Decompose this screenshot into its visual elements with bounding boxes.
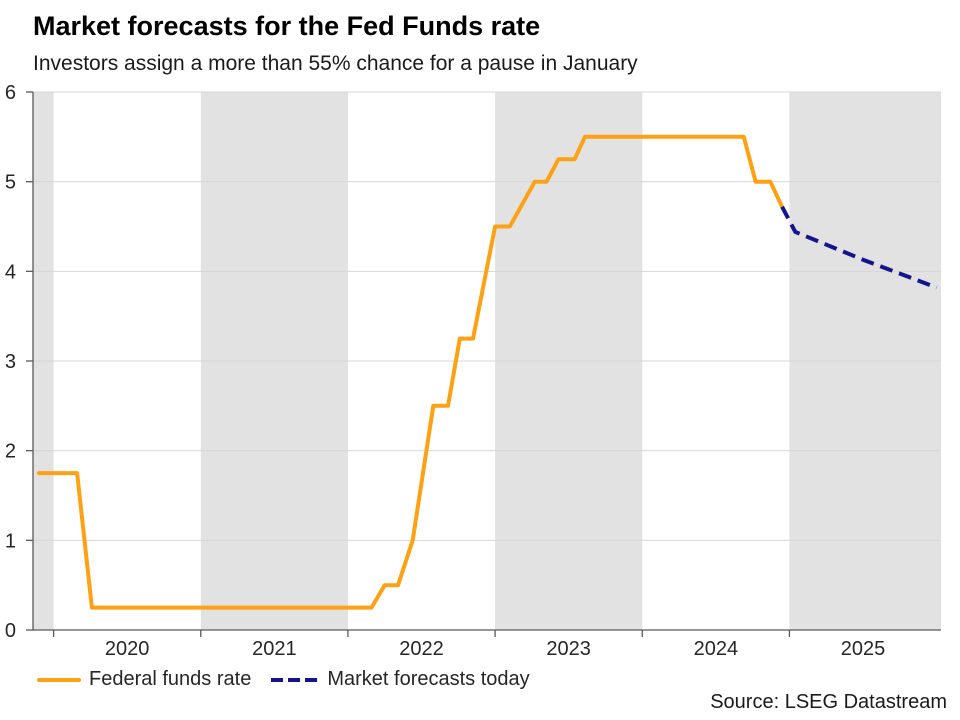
y-tick-label: 3 bbox=[5, 351, 16, 373]
source-note: Source: LSEG Datastream bbox=[710, 691, 947, 713]
x-tick-label: 2021 bbox=[252, 638, 297, 660]
y-tick-label: 0 bbox=[5, 620, 16, 642]
y-tick-label: 6 bbox=[5, 82, 16, 104]
x-tick-label: 2023 bbox=[546, 638, 591, 660]
dashed-line-swatch-icon bbox=[271, 677, 320, 682]
legend-item-federal-funds-rate: Federal funds rate bbox=[37, 668, 251, 691]
x-tick-label: 2022 bbox=[399, 638, 444, 660]
x-tick-label: 2024 bbox=[694, 638, 739, 660]
legend-label-federal-funds-rate: Federal funds rate bbox=[89, 668, 252, 690]
y-tick-label: 4 bbox=[5, 261, 16, 283]
legend: Federal funds rate Market forecasts toda… bbox=[37, 668, 530, 691]
series-federal-funds-rate bbox=[36, 134, 785, 610]
y-tick-label: 2 bbox=[5, 441, 16, 463]
x-tick-label: 2020 bbox=[105, 638, 150, 660]
legend-label-market-forecasts: Market forecasts today bbox=[327, 668, 530, 690]
solid-line-swatch-icon bbox=[37, 677, 81, 682]
x-tick-label: 2025 bbox=[841, 638, 886, 660]
y-tick-label: 1 bbox=[5, 530, 16, 552]
legend-item-market-forecasts: Market forecasts today bbox=[271, 668, 530, 691]
y-tick-label: 5 bbox=[5, 172, 16, 194]
page-subtitle: Investors assign a more than 55% chance … bbox=[33, 52, 638, 75]
page-title: Market forecasts for the Fed Funds rate bbox=[33, 11, 541, 41]
series-market-forecasts-today bbox=[780, 205, 938, 290]
